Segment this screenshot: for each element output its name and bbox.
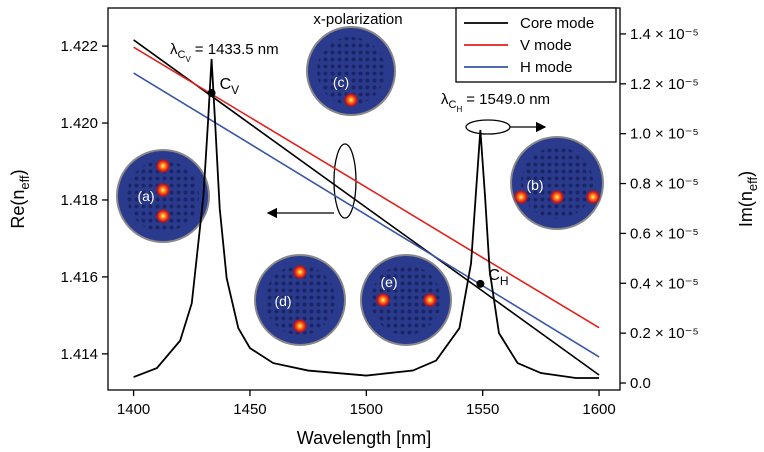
x-tick-label: 1600 [582, 401, 615, 418]
y2-tick-label: 0.0 [630, 375, 651, 392]
inset [116, 149, 210, 243]
inset [254, 254, 346, 346]
resonance-label: λCV = 1433.5 nm [170, 41, 279, 64]
x-axis-label: Wavelength [nm] [297, 428, 431, 448]
resonance-text: = 1433.5 nm [195, 41, 279, 58]
plot-frame [107, 7, 621, 391]
y2-tick-label: 0.4 × 10⁻⁵ [630, 275, 699, 292]
y-tick-label: 1.414 [60, 346, 98, 363]
resonance-sub: C [449, 99, 457, 111]
point-label-part: H [500, 274, 509, 288]
y-tick-label: 1.422 [60, 38, 98, 55]
inset-label: (d) [274, 293, 291, 309]
y-axis-label-part: Re(n [8, 190, 28, 229]
inset-label: (c) [333, 74, 349, 90]
crossing-point [476, 279, 485, 288]
resonance-symbol: λ [441, 91, 449, 108]
resonance-text: = 1549.0 nm [466, 91, 550, 108]
inset [360, 254, 452, 346]
resonance-symbol: λ [170, 41, 178, 58]
y2-tick-label: 1.2 × 10⁻⁵ [630, 76, 699, 93]
inset-label: (e) [380, 274, 397, 290]
inset-label: (a) [137, 188, 154, 204]
y2-tick-label: 1.0 × 10⁻⁵ [630, 126, 699, 143]
resonance-label: λCH = 1549.0 nm [441, 91, 550, 114]
y-axis-label-part: ) [8, 169, 28, 175]
point-label-part: V [231, 83, 239, 97]
y2-tick-label: 0.8 × 10⁻⁵ [630, 176, 699, 193]
point-label: CV [220, 76, 240, 97]
mode-insets [116, 26, 604, 346]
x-tick-label: 1500 [350, 401, 383, 418]
point-label: CH [488, 267, 508, 288]
indicator-ellipse [465, 119, 511, 135]
resonance-subsub: H [456, 105, 462, 114]
y2-axis-label-part: Im(n [736, 191, 756, 227]
y2-axis-label-part: ) [736, 171, 756, 177]
y2-tick-label: 1.4 × 10⁻⁵ [630, 26, 699, 43]
resonance-subsub: V [185, 55, 191, 64]
legend-label: Core mode [520, 15, 594, 32]
inset-label: (b) [526, 177, 543, 193]
point-label-part: C [488, 267, 500, 284]
legend-label: V mode [520, 37, 572, 54]
series-line [133, 72, 600, 358]
y2-axis-label-part: eff [745, 177, 760, 192]
point-label-part: C [220, 76, 232, 93]
y2-tick-label: 0.2 × 10⁻⁵ [630, 325, 699, 342]
y-tick-label: 1.418 [60, 192, 98, 209]
crossing-point [207, 89, 216, 98]
y2-axis-label: Im(neff) [736, 171, 760, 227]
y-axis-label: Re(neff) [8, 169, 32, 228]
resonance-sub: C [178, 49, 186, 61]
y-tick-label: 1.416 [60, 269, 98, 286]
y-tick-label: 1.420 [60, 115, 98, 132]
x-tick-label: 1550 [466, 401, 499, 418]
y-axis-label-part: eff [17, 175, 32, 190]
series-line [133, 58, 600, 379]
x-tick-label: 1400 [117, 401, 150, 418]
annotation: x-polarization [313, 11, 402, 28]
inset [306, 26, 396, 116]
inset [510, 136, 604, 230]
legend-label: H mode [520, 59, 573, 76]
x-tick-label: 1450 [233, 401, 266, 418]
y2-tick-label: 0.6 × 10⁻⁵ [630, 225, 699, 242]
